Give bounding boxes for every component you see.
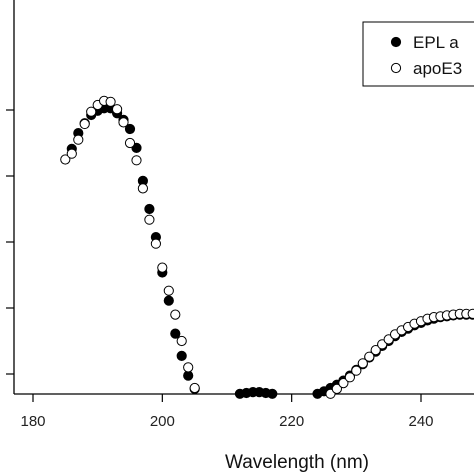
data-point-open — [467, 308, 474, 319]
data-point-open — [170, 309, 181, 320]
legend-label-epl: EPL a — [413, 33, 459, 52]
data-point-open — [150, 238, 161, 249]
data-point-open — [66, 148, 77, 159]
data-point-open — [364, 351, 375, 362]
data-series — [60, 95, 474, 399]
x-tick-label: 200 — [150, 413, 175, 430]
data-point-open — [79, 118, 90, 130]
data-point-open — [357, 358, 368, 369]
data-point-open — [351, 365, 362, 376]
series-epl — [66, 103, 474, 399]
legend-box — [362, 21, 474, 87]
data-point-open — [124, 137, 136, 149]
data-point-open — [176, 335, 187, 347]
data-point-open — [112, 104, 123, 115]
data-point-open — [189, 382, 200, 394]
x-axis-title: Wavelength (nm) — [225, 452, 369, 473]
x-tick-labels: 180 200 220 240 — [20, 413, 433, 430]
x-tick-label: 180 — [20, 413, 45, 430]
data-point-open — [157, 262, 168, 273]
data-point-open — [370, 345, 381, 356]
x-ticks — [32, 394, 422, 402]
legend: EPL a apoE3 — [362, 21, 474, 87]
data-point-open — [73, 134, 84, 145]
legend-marker-open — [390, 62, 402, 74]
data-point-open — [137, 183, 148, 194]
data-point-open — [118, 117, 129, 128]
x-tick-label: 220 — [279, 413, 304, 430]
data-point-filled — [124, 123, 136, 135]
data-point-open — [105, 96, 116, 107]
data-point-filled — [170, 328, 181, 339]
data-point-open — [144, 214, 155, 225]
legend-marker-filled — [390, 36, 402, 48]
data-point-open — [344, 372, 355, 383]
data-point-filled — [176, 350, 187, 361]
series-apoe3 — [60, 95, 474, 399]
data-point-filled — [144, 203, 155, 215]
x-tick-label: 240 — [408, 413, 433, 430]
data-point-open — [60, 154, 71, 165]
data-point-open — [338, 378, 349, 389]
data-point-filled — [267, 388, 278, 399]
data-point-open — [131, 155, 142, 166]
y-ticks — [6, 109, 14, 375]
data-point-open — [331, 383, 342, 394]
legend-label-apoe3: apoE3 — [413, 59, 462, 78]
data-point-open — [163, 285, 174, 296]
data-point-open — [86, 106, 97, 117]
data-point-open — [183, 362, 194, 373]
data-point-filled — [163, 295, 174, 306]
